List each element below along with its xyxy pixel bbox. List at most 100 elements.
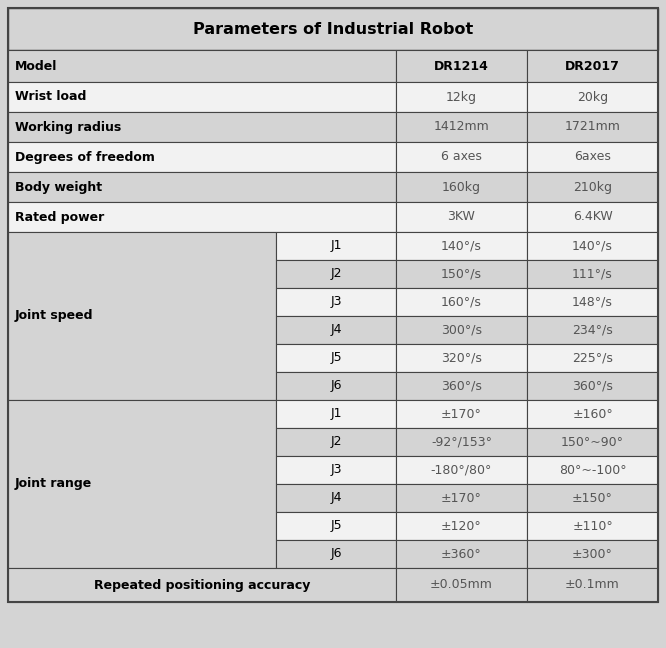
Text: J1: J1 [330,408,342,421]
Text: DR2017: DR2017 [565,60,620,73]
Bar [527,568,658,602]
Bar [396,568,527,602]
Bar [276,372,396,400]
Text: ±120°: ±120° [441,520,482,533]
Text: 20kg: 20kg [577,91,608,104]
Text: 3KW: 3KW [448,211,476,224]
Bar [527,372,658,400]
Text: 6 axes: 6 axes [441,150,482,163]
Bar [396,344,527,372]
Text: Body weight: Body weight [15,181,102,194]
Text: ±360°: ±360° [441,548,482,561]
Text: Working radius: Working radius [15,121,121,133]
Text: J6: J6 [330,380,342,393]
Text: Parameters of Industrial Robot: Parameters of Industrial Robot [193,21,473,36]
Bar [396,260,527,288]
Text: 1721mm: 1721mm [565,121,621,133]
Text: 150°~90°: 150°~90° [561,435,624,448]
Text: 225°/s: 225°/s [572,351,613,364]
Text: ±300°: ±300° [572,548,613,561]
Text: ±0.05mm: ±0.05mm [430,579,493,592]
Text: Rated power: Rated power [15,211,105,224]
Bar [396,316,527,344]
Bar [396,288,527,316]
Bar [527,344,658,372]
Text: 148°/s: 148°/s [572,295,613,308]
Text: ±170°: ±170° [441,408,482,421]
Text: J2: J2 [330,435,342,448]
Text: ±170°: ±170° [441,491,482,505]
Bar [8,50,396,82]
Bar [276,344,396,372]
Bar [276,316,396,344]
Bar [8,8,658,50]
Text: ±0.1mm: ±0.1mm [565,579,620,592]
Text: Wrist load: Wrist load [15,91,87,104]
Text: 360°/s: 360°/s [572,380,613,393]
Text: 234°/s: 234°/s [572,323,613,336]
Bar [527,512,658,540]
Text: Repeated positioning accuracy: Repeated positioning accuracy [94,579,310,592]
Text: J3: J3 [330,295,342,308]
Bar [276,540,396,568]
Bar [276,288,396,316]
Bar [8,232,276,400]
Bar [396,232,527,260]
Text: J2: J2 [330,268,342,281]
Text: J1: J1 [330,240,342,253]
Text: Model: Model [15,60,57,73]
Bar [8,202,396,232]
Text: 111°/s: 111°/s [572,268,613,281]
Text: 140°/s: 140°/s [441,240,482,253]
Bar [527,82,658,112]
Text: J3: J3 [330,463,342,476]
Bar [396,372,527,400]
Text: Joint range: Joint range [15,478,93,491]
Bar [8,112,396,142]
Bar [8,568,396,602]
Bar [396,512,527,540]
Bar [276,456,396,484]
Bar [276,428,396,456]
Bar [527,232,658,260]
Bar [396,456,527,484]
Text: 12kg: 12kg [446,91,477,104]
Bar [396,172,527,202]
Text: J4: J4 [330,491,342,505]
Bar [527,400,658,428]
Text: J4: J4 [330,323,342,336]
Bar [527,288,658,316]
Bar [527,456,658,484]
Text: 360°/s: 360°/s [441,380,482,393]
Bar [8,400,276,568]
Bar [527,112,658,142]
Text: 6.4KW: 6.4KW [573,211,612,224]
Text: 1412mm: 1412mm [434,121,490,133]
Text: 300°/s: 300°/s [441,323,482,336]
Text: J5: J5 [330,520,342,533]
Text: ±160°: ±160° [572,408,613,421]
Bar [276,260,396,288]
Bar [396,484,527,512]
Bar [527,428,658,456]
Bar [396,82,527,112]
Text: 140°/s: 140°/s [572,240,613,253]
Text: Joint speed: Joint speed [15,310,93,323]
Bar [396,202,527,232]
Text: 80°~-100°: 80°~-100° [559,463,626,476]
Bar [396,400,527,428]
Text: 150°/s: 150°/s [441,268,482,281]
Text: 160°/s: 160°/s [441,295,482,308]
Text: ±110°: ±110° [572,520,613,533]
Bar [276,400,396,428]
Bar [8,82,396,112]
Bar [527,484,658,512]
Text: DR1214: DR1214 [434,60,489,73]
Bar [527,316,658,344]
Bar [527,50,658,82]
Bar [396,428,527,456]
Bar [527,142,658,172]
Text: ±150°: ±150° [572,491,613,505]
Text: 6axes: 6axes [574,150,611,163]
Text: -180°/80°: -180°/80° [431,463,492,476]
